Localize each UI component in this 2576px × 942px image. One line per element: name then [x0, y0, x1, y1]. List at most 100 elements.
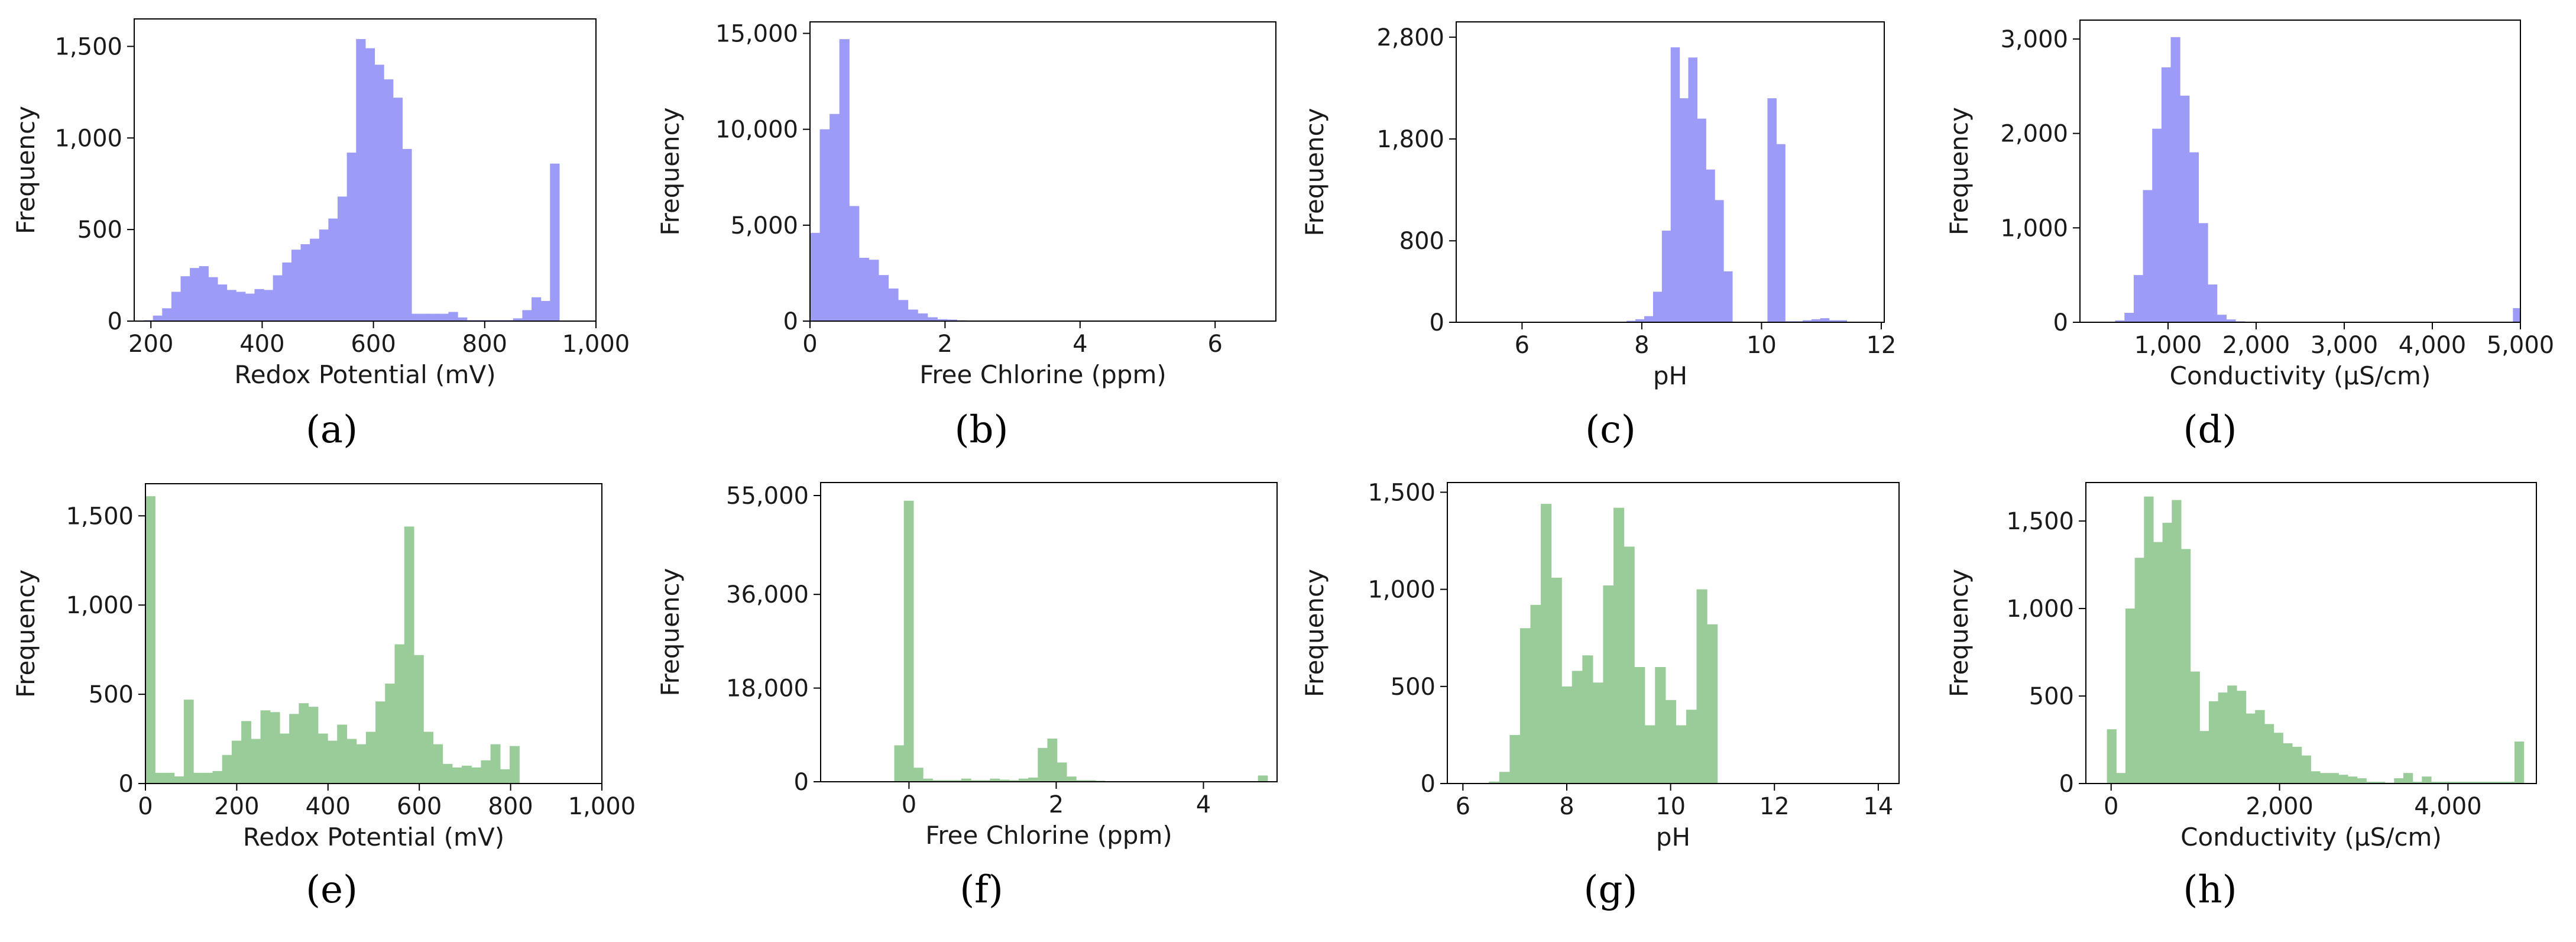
- histogram-bar: [310, 238, 320, 321]
- histogram-bar: [2199, 731, 2209, 784]
- x-axis-label: pH: [1653, 361, 1687, 390]
- histogram-bar: [1086, 780, 1096, 782]
- histogram-bar: [2133, 275, 2144, 322]
- y-tick-label: 18,000: [726, 675, 809, 703]
- histogram-bar: [384, 79, 394, 321]
- histogram-bar: [1767, 98, 1777, 323]
- histogram-bar: [199, 266, 209, 321]
- histogram-bar: [222, 755, 232, 784]
- x-tick-label: 800: [488, 793, 533, 820]
- y-axis-label: Frequency: [11, 569, 40, 698]
- y-axis-label: Frequency: [11, 106, 40, 234]
- plot-frame: [2079, 20, 2521, 323]
- histogram-bar: [2486, 782, 2497, 784]
- histogram-bar: [1715, 200, 1724, 322]
- histogram-bar: [319, 229, 329, 321]
- histogram-bar: [2513, 308, 2521, 322]
- histogram-bar: [932, 780, 943, 782]
- histogram-bar: [990, 778, 1000, 782]
- histogram-bar: [1038, 747, 1048, 782]
- histogram-bar: [458, 317, 468, 321]
- histogram-bar: [1661, 231, 1671, 322]
- histogram-bar: [1696, 589, 1707, 784]
- histogram-panel-d: 1,000 2,000 3,000 4,000 5,000 0 1,000 2,000 3,00…: [1933, 0, 2576, 426]
- caption-f: (f): [960, 868, 1003, 912]
- histogram-bar: [1561, 686, 1573, 784]
- histogram-bar: [532, 297, 542, 321]
- histogram-bar: [1686, 710, 1697, 784]
- x-axis-label: Redox Potential (mV): [243, 823, 504, 852]
- histogram-bar: [2347, 776, 2358, 784]
- x-tick-label: 0: [902, 791, 916, 818]
- histogram-bar: [2162, 523, 2172, 784]
- histogram-bar: [2143, 190, 2153, 322]
- histogram-panel-h: 0 2,000 4,000 0 500 1,000 1,500 Conductivity (μ…: [1933, 461, 2576, 887]
- y-tick-label: 0: [2059, 771, 2074, 798]
- histogram-bar: [2329, 773, 2339, 784]
- histogram-bar: [1676, 725, 1687, 784]
- x-tick-label: 2: [938, 331, 952, 358]
- histogram-bar: [1541, 504, 1552, 784]
- histogram-bar: [174, 776, 184, 784]
- histogram-bar: [1519, 628, 1531, 784]
- histogram-bar: [2115, 320, 2125, 322]
- x-tick-label: 4,000: [2414, 793, 2482, 820]
- chart-svg-f: 0 2 4 0 18,000 36,000 55,000 Free Chlorine (ppm…: [656, 482, 1278, 850]
- histogram-bar: [346, 739, 357, 784]
- x-tick-label: 4,000: [2399, 332, 2467, 359]
- histogram-bar: [923, 778, 933, 782]
- x-tick-label: 3,000: [2311, 332, 2379, 359]
- y-tick-label: 3,000: [2000, 26, 2068, 53]
- histogram-bar: [448, 312, 458, 321]
- histogram-bar: [365, 48, 375, 321]
- histogram-bar: [433, 744, 443, 784]
- chart-svg-c: 6 8 10 12 0 800 1,800 2,800 pH Frequency: [1300, 21, 1896, 390]
- histogram-bar: [913, 768, 924, 782]
- histogram-bar: [299, 703, 309, 784]
- histogram-bar: [2189, 152, 2199, 322]
- histogram-bar: [2505, 782, 2515, 784]
- histogram-bar: [2338, 775, 2348, 784]
- chart-svg-a: 200 400 600 800 1,000 0 500 1,000 1,500 Redox Pot…: [11, 18, 630, 389]
- histogram-panel-g: 6 8 10 12 14 0 500 1,000 1,500 pH Frequency: [1289, 461, 1933, 887]
- histogram-bar: [471, 767, 482, 784]
- histogram-bar: [2152, 128, 2162, 322]
- histogram-bar: [264, 290, 274, 321]
- x-tick-label: 6: [1456, 793, 1470, 820]
- y-tick-label: 1,500: [1368, 479, 1436, 506]
- x-tick-label: 4: [1072, 331, 1087, 358]
- histogram-bar: [1644, 316, 1654, 322]
- histogram-bar: [217, 284, 228, 321]
- histogram-bar: [461, 765, 472, 784]
- histogram-bar: [208, 277, 218, 321]
- histogram-bar: [1509, 734, 1521, 784]
- y-tick-label: 55,000: [726, 483, 809, 510]
- histogram-bar: [439, 313, 449, 321]
- histogram-bar: [2107, 729, 2117, 784]
- histogram-bar: [908, 309, 918, 321]
- histogram-bar: [1626, 321, 1636, 322]
- histogram-bar: [190, 268, 200, 321]
- y-tick-label: 1,000: [54, 125, 122, 152]
- histogram-bar: [282, 262, 292, 321]
- x-tick-label: 2: [1049, 791, 1064, 818]
- x-axis-label: Free Chlorine (ppm): [919, 360, 1167, 389]
- histogram-bar: [317, 733, 328, 784]
- histogram-bar: [2198, 223, 2208, 322]
- histogram-bar: [328, 740, 338, 784]
- histogram-bar: [2394, 778, 2404, 784]
- x-axis-label: Conductivity (μS/cm): [2170, 361, 2431, 390]
- y-tick-label: 36,000: [726, 581, 809, 608]
- histogram-bar: [231, 740, 242, 784]
- x-tick-label: 1,000: [568, 793, 636, 820]
- histogram-bar: [356, 39, 366, 322]
- y-tick-label: 0: [794, 769, 809, 796]
- histogram-bar: [2226, 319, 2236, 322]
- histogram-bar: [2458, 782, 2469, 784]
- chart-svg-g: 6 8 10 12 14 0 500 1,000 1,500 pH Frequency: [1300, 479, 1900, 852]
- y-tick-label: 5,000: [730, 212, 798, 239]
- x-tick-label: 6: [1207, 331, 1222, 358]
- y-tick-label: 500: [77, 216, 122, 244]
- x-axis-label: Free Chlorine (ppm): [925, 821, 1172, 850]
- histogram-bar: [829, 114, 840, 321]
